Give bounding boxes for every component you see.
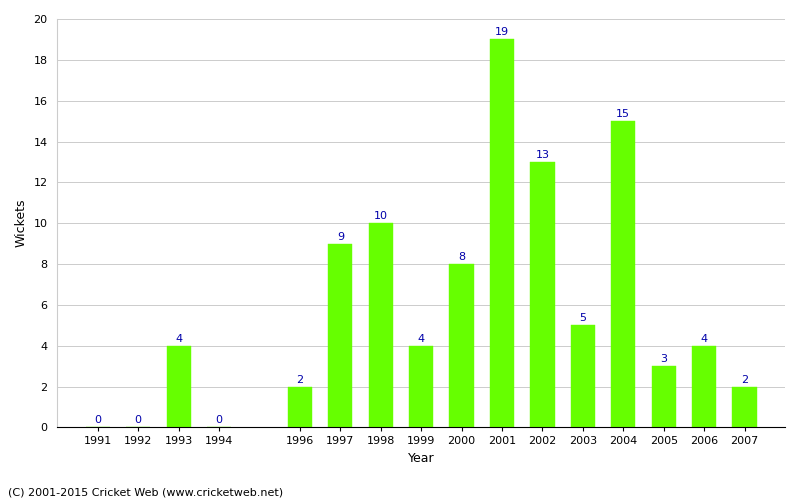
Text: 0: 0 xyxy=(215,416,222,426)
X-axis label: Year: Year xyxy=(408,452,434,465)
Text: 13: 13 xyxy=(535,150,550,160)
Text: 3: 3 xyxy=(660,354,667,364)
Text: 8: 8 xyxy=(458,252,465,262)
Text: (C) 2001-2015 Cricket Web (www.cricketweb.net): (C) 2001-2015 Cricket Web (www.cricketwe… xyxy=(8,488,283,498)
Bar xyxy=(450,264,474,428)
Bar xyxy=(369,223,393,428)
Y-axis label: Wickets: Wickets xyxy=(15,199,28,248)
Text: 0: 0 xyxy=(134,416,142,426)
Text: 4: 4 xyxy=(175,334,182,344)
Text: 5: 5 xyxy=(579,314,586,324)
Text: 10: 10 xyxy=(374,211,388,221)
Bar xyxy=(570,326,595,428)
Text: 9: 9 xyxy=(337,232,344,241)
Text: 2: 2 xyxy=(741,374,748,384)
Bar xyxy=(409,346,434,428)
Bar xyxy=(530,162,554,427)
Bar xyxy=(328,244,353,428)
Text: 4: 4 xyxy=(418,334,425,344)
Text: 15: 15 xyxy=(616,109,630,119)
Text: 19: 19 xyxy=(495,28,509,38)
Text: 2: 2 xyxy=(296,374,303,384)
Bar xyxy=(733,386,757,428)
Bar xyxy=(490,40,514,428)
Bar xyxy=(288,386,312,428)
Bar xyxy=(692,346,716,428)
Text: 4: 4 xyxy=(701,334,708,344)
Bar xyxy=(652,366,676,428)
Bar xyxy=(611,121,635,428)
Text: 0: 0 xyxy=(94,416,102,426)
Bar xyxy=(166,346,190,428)
